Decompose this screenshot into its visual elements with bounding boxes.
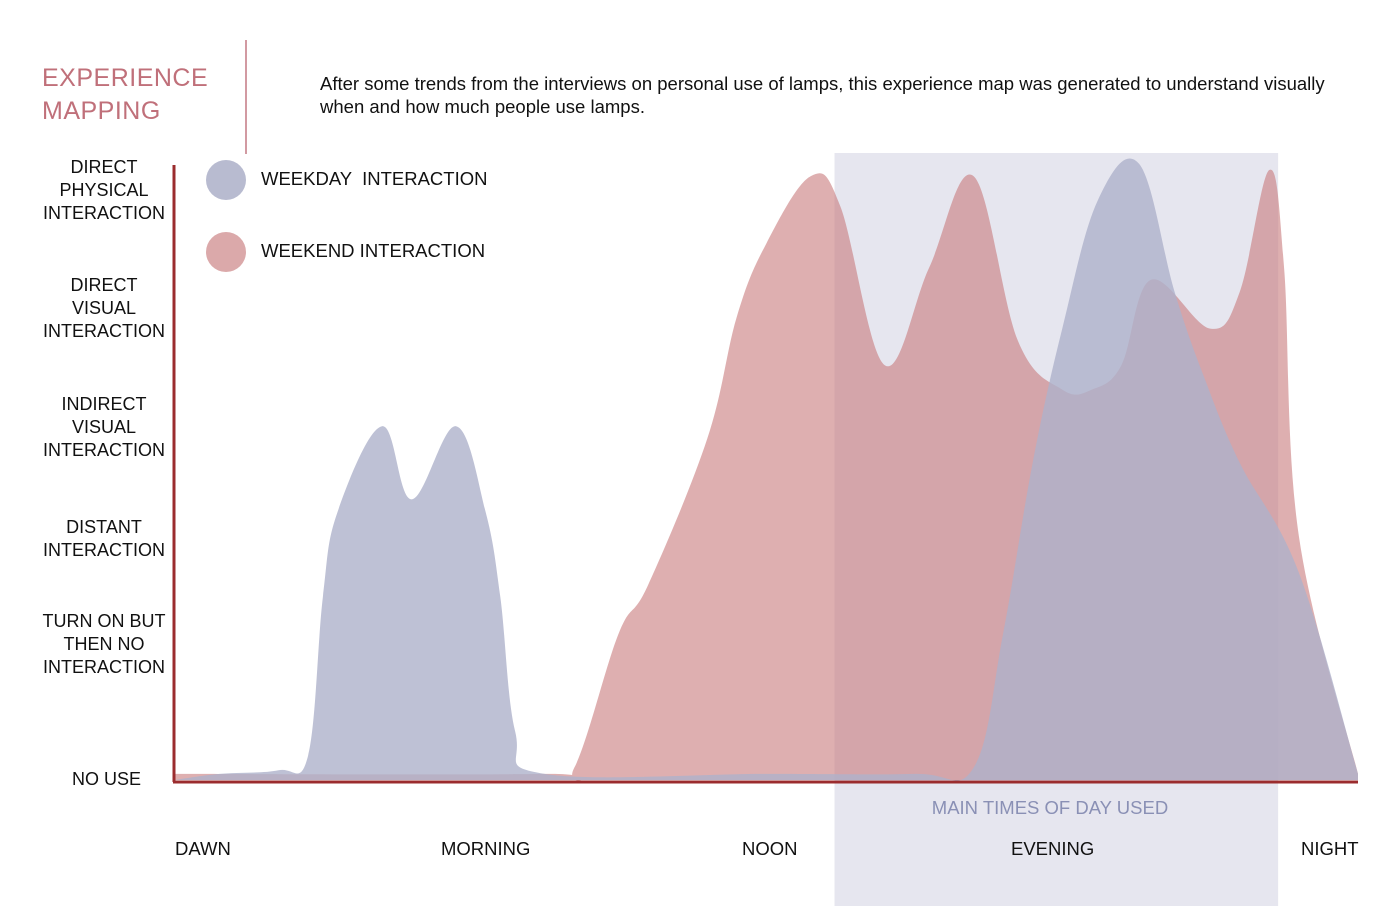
x-tick-label: NIGHT <box>1301 838 1359 859</box>
y-tick-label: DIRECT PHYSICAL INTERACTION <box>42 157 165 223</box>
x-tick-label: MORNING <box>441 838 531 859</box>
y-tick-label: DIRECT VISUAL INTERACTION <box>42 275 165 341</box>
title-line-1: EXPERIENCE <box>42 64 209 92</box>
legend-swatch-weekday <box>206 160 246 200</box>
x-tick-label: NOON <box>742 838 798 859</box>
y-tick-label: DISTANT INTERACTION <box>42 517 165 560</box>
highlight-caption: MAIN TIMES OF DAY USED <box>931 797 1169 818</box>
y-tick-label: NO USE <box>72 769 142 789</box>
intro-text: After some trends from the interviews on… <box>320 73 1325 117</box>
chart-title: EXPERIENCE MAPPING <box>42 62 208 128</box>
legend-label-weekday: WEEKDAY INTERACTION <box>261 168 488 189</box>
title-line-2: MAPPING <box>42 97 161 125</box>
x-tick-label: DAWN <box>175 838 231 859</box>
series-area-weekday <box>175 158 1358 781</box>
y-tick-label: INDIRECT VISUAL INTERACTION <box>42 394 165 460</box>
title-divider <box>245 40 247 154</box>
legend-swatch-weekend <box>206 232 246 272</box>
legend-label-weekend: WEEKEND INTERACTION <box>261 240 486 261</box>
x-tick-label: EVENING <box>1011 838 1095 859</box>
y-tick-label: TURN ON BUT THEN NO INTERACTION <box>42 611 166 677</box>
